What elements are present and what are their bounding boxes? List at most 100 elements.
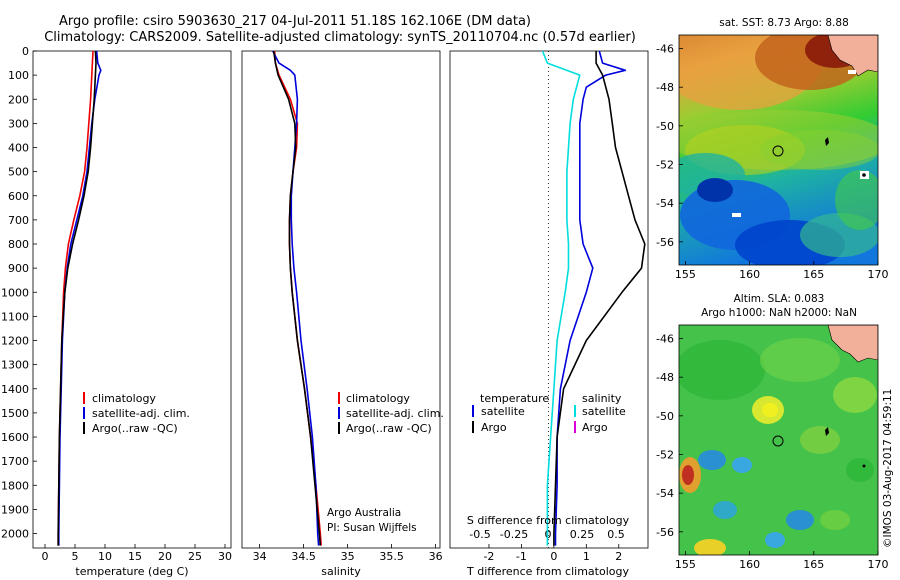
sst-map-title: sat. SST: 8.73 Argo: 8.88 — [719, 17, 849, 29]
legend-satellite: satellite-adj. clim. — [346, 407, 444, 420]
map-y-tick-label: -56 — [656, 526, 674, 539]
pi-note: PI: Susan Wijffels — [327, 522, 417, 534]
salinity-legend: climatology satellite-adj. clim. Argo(..… — [338, 392, 444, 435]
sla-map-ticks: 155 160 165 170 -46 -48 -50 -52 -54 -56 — [656, 333, 888, 571]
legend-satellite: satellite-adj. clim. — [92, 407, 190, 420]
depth-tick-label: 1400 — [1, 383, 29, 396]
depth-tick-label: 1700 — [1, 455, 29, 468]
temperature-xlabel: temperature (deg C) — [75, 565, 188, 578]
series-line-salinity-satellite — [541, 50, 581, 546]
map-y-tick-label: -54 — [656, 197, 674, 210]
x-tick-label: 5 — [72, 550, 79, 563]
depth-tick-label: 1000 — [1, 286, 29, 299]
map-y-tick-label: -52 — [656, 158, 674, 171]
depth-tick-label: 2000 — [1, 528, 29, 541]
depth-tick-label: 1800 — [1, 479, 29, 492]
depth-tick-label: 1300 — [1, 359, 29, 372]
depth-tick-label: 1200 — [1, 335, 29, 348]
legend-s-argo: Argo — [582, 421, 608, 434]
x-tick-label: 10 — [98, 550, 112, 563]
map-x-tick-label: 160 — [739, 268, 760, 281]
sst-argo-marker — [772, 145, 784, 157]
depth-tick-label: 800 — [8, 238, 29, 251]
depth-tick-label: 1500 — [1, 407, 29, 420]
difference-legend: temperature salinity satellite Argo sate… — [472, 392, 626, 434]
x-tick-label: 34.5 — [291, 550, 316, 563]
map-y-tick-label: -50 — [656, 120, 674, 133]
map-y-tick-label: -52 — [656, 448, 674, 461]
map-y-tick-label: -48 — [656, 371, 674, 384]
x-tick-label: 0 — [550, 550, 557, 563]
sla-map-frame — [678, 324, 879, 556]
map-x-tick-label: 160 — [739, 558, 760, 571]
legend-t-argo: Argo — [481, 421, 507, 434]
map-y-tick-label: -56 — [656, 236, 674, 249]
sla-argo-marker — [772, 435, 784, 447]
map-y-tick-label: -46 — [656, 333, 674, 346]
legend-climatology: climatology — [346, 392, 410, 405]
legend-salinity-head: salinity — [582, 392, 622, 405]
x-tick-label: 15 — [128, 550, 142, 563]
depth-tick-label: 0 — [22, 45, 29, 58]
series-line-argo-raw-qc- — [57, 50, 97, 546]
salinity-xlabel: salinity — [321, 565, 361, 578]
salinity-series — [272, 50, 322, 546]
depth-tick-label: 300 — [8, 117, 29, 130]
salinity-xticks: 34 34.5 35 35.5 36 — [253, 544, 443, 563]
temperature-series — [57, 50, 102, 546]
depth-tick-label: 1100 — [1, 310, 29, 323]
depth-tick-label: 1600 — [1, 431, 29, 444]
legend-t-satellite: satellite — [481, 405, 525, 418]
map-x-tick-label: 165 — [803, 268, 824, 281]
difference-series — [541, 50, 646, 546]
difference-panel — [449, 50, 649, 549]
temperature-xticks: 0 5 10 15 20 25 30 — [42, 544, 232, 563]
depth-tick-label: 400 — [8, 142, 29, 155]
map-x-tick-label: 170 — [868, 558, 889, 571]
legend-s-satellite: satellite — [582, 405, 626, 418]
s-difference-xlabel: S difference from climatology — [467, 514, 630, 527]
x-tick-label: 36 — [429, 550, 443, 563]
sst-map-frame — [678, 34, 879, 266]
series-line-temperature-argo — [553, 51, 646, 546]
agency-note: Argo Australia — [327, 507, 401, 519]
s-tick-label: 0.5 — [607, 528, 625, 541]
sst-map — [679, 35, 878, 265]
series-line-satellite-adj-clim- — [272, 50, 320, 546]
legend-argo: Argo(..raw -QC) — [346, 422, 432, 435]
title-line1: Argo profile: csiro 5903630_217 04-Jul-2… — [59, 14, 531, 29]
temperature-panel — [32, 50, 232, 549]
x-tick-label: 34 — [253, 550, 267, 563]
series-line-climatology — [57, 50, 94, 546]
sst-map-ticks: 155 160 165 170 -46 -48 -50 -52 -54 -56 — [656, 43, 888, 281]
depth-axis: 0 100 200 300 400 500 600 700 800 900 1000 1100 1200… — [1, 45, 37, 541]
t-difference-xlabel: T difference from climatology — [466, 565, 629, 578]
depth-tick-label: 1900 — [1, 503, 29, 516]
title-line2: Climatology: CARS2009. Satellite-adjuste… — [44, 30, 636, 45]
x-tick-label: 30 — [218, 550, 232, 563]
series-line-temperature-satellite — [554, 50, 627, 546]
map-y-tick-label: -50 — [656, 410, 674, 423]
s-tick-label: -0.5 — [469, 528, 490, 541]
depth-tick-label: 600 — [8, 190, 29, 203]
x-tick-label: 35.5 — [379, 550, 404, 563]
map-x-tick-label: 155 — [675, 558, 696, 571]
legend-argo: Argo(..raw -QC) — [92, 422, 178, 435]
sla-map — [679, 325, 878, 555]
s-tick-label: -0.25 — [500, 528, 528, 541]
x-tick-label: 2 — [615, 550, 622, 563]
temperature-legend: climatology satellite-adj. clim. Argo(..… — [83, 392, 190, 435]
depth-tick-label: 500 — [8, 166, 29, 179]
imos-stamp: ©IMOS 03-Aug-2017 04:59:11 — [882, 389, 894, 548]
x-tick-label: 1 — [583, 550, 590, 563]
x-tick-label: 0 — [42, 550, 49, 563]
legend-temperature-head: temperature — [480, 392, 549, 405]
x-tick-label: -2 — [483, 550, 494, 563]
depth-tick-label: 700 — [8, 214, 29, 227]
map-y-tick-label: -46 — [656, 43, 674, 56]
x-tick-label: -1 — [516, 550, 527, 563]
salinity-panel — [241, 50, 441, 549]
map-x-tick-label: 170 — [868, 268, 889, 281]
s-tick-label: 0.25 — [570, 528, 595, 541]
